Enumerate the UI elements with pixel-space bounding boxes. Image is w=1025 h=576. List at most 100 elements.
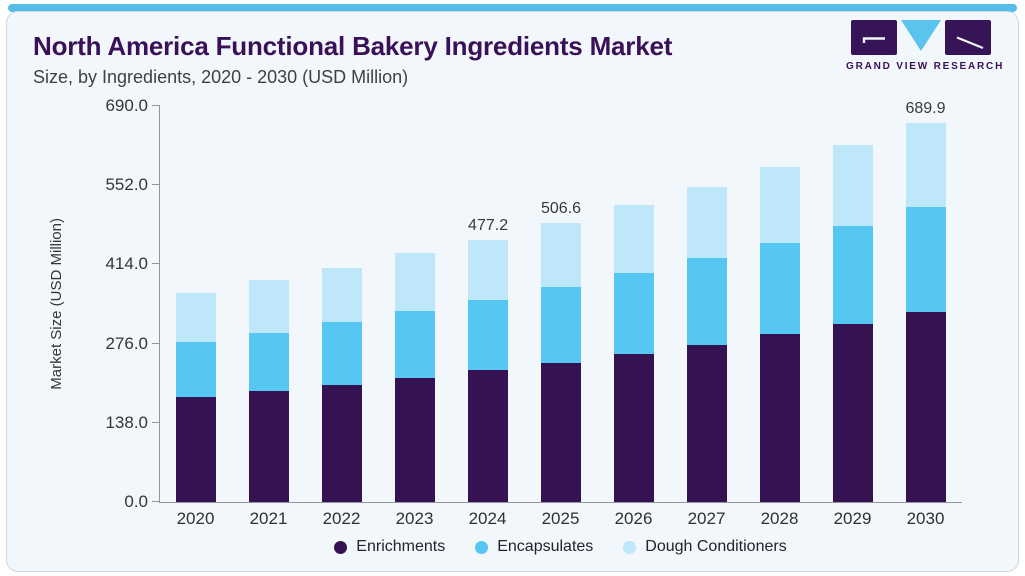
bar-total-label: 689.9 <box>905 99 946 117</box>
x-tick-label: 2023 <box>395 509 434 528</box>
bar-segment-enrichments <box>905 311 946 502</box>
top-accent-bar <box>8 4 1017 12</box>
legend-item-encapsulates: Encapsulates <box>475 538 593 556</box>
bar-segment-encapsulates <box>905 206 946 312</box>
y-axis-title-box: Market Size (USD Million) <box>48 106 65 502</box>
bar-slot-2026 <box>597 106 670 502</box>
bar-slot-2021 <box>233 106 306 502</box>
y-tick-mark <box>152 501 160 502</box>
bar-segment-encapsulates <box>249 332 290 391</box>
bar-slot-2022 <box>306 106 379 502</box>
bar-segment-enrichments <box>322 384 363 502</box>
legend-item-dough-conditioners: Dough Conditioners <box>623 538 787 556</box>
chart-legend: Enrichments Encapsulates Dough Conditioner… <box>159 538 962 556</box>
bar-segment-dough-conditioners <box>905 122 946 207</box>
y-tick-mark <box>152 263 160 265</box>
bar-segment-encapsulates <box>395 310 436 379</box>
bar-segment-enrichments <box>832 323 873 502</box>
bar-segment-enrichments <box>540 362 581 502</box>
legend-label: Encapsulates <box>497 538 594 555</box>
x-tick-label: 2025 <box>541 509 580 528</box>
y-tick-label: 552.0 <box>105 175 148 195</box>
bar-segment-encapsulates <box>613 272 654 354</box>
gvr-logo-marks <box>846 20 996 56</box>
x-tick-label: 2027 <box>687 509 726 528</box>
y-tick-label: 414.0 <box>105 254 148 274</box>
stacked-bar-2022 <box>322 267 363 502</box>
stacked-bar-2027 <box>686 187 727 502</box>
bar-segment-dough-conditioners <box>686 187 727 259</box>
x-tick-label: 2026 <box>614 509 653 528</box>
gvr-logo-text: GRAND VIEW RESEARCH <box>846 61 1005 72</box>
bar-segment-enrichments <box>613 353 654 502</box>
bar-segment-dough-conditioners <box>759 167 800 243</box>
y-axis-title: Market Size (USD Million) <box>48 218 65 390</box>
bar-segment-encapsulates <box>686 258 727 346</box>
logo-r-icon <box>945 20 991 55</box>
bar-slot-2024: 477.2 <box>452 106 525 502</box>
bar-slot-2020 <box>160 106 233 502</box>
bar-segment-enrichments <box>468 370 509 502</box>
bar-segment-dough-conditioners <box>613 204 654 273</box>
bar-segment-dough-conditioners <box>832 145 873 226</box>
bar-segment-enrichments <box>176 397 217 502</box>
logo-v-icon <box>901 20 941 51</box>
stacked-bar-2024 <box>468 239 509 502</box>
stacked-bar-2029 <box>832 145 873 502</box>
stacked-bar-2030 <box>905 122 946 502</box>
stacked-bar-2021 <box>249 279 290 502</box>
bar-segment-enrichments <box>759 334 800 502</box>
legend-item-enrichments: Enrichments <box>334 538 445 556</box>
bar-segment-encapsulates <box>176 342 217 398</box>
legend-dot-dough-conditioners <box>623 540 637 554</box>
bar-total-label: 506.6 <box>540 200 581 218</box>
bar-slot-2027 <box>670 106 743 502</box>
x-tick-label: 2022 <box>322 509 361 528</box>
stacked-bar-2023 <box>395 253 436 502</box>
stacked-bar-2026 <box>613 204 654 502</box>
bar-segment-dough-conditioners <box>176 292 217 343</box>
bar-segment-enrichments <box>686 345 727 502</box>
bar-segment-enrichments <box>249 390 290 502</box>
bar-slot-2029 <box>816 106 889 502</box>
y-tick-label: 690.0 <box>105 96 148 115</box>
x-tick-label: 2029 <box>833 509 872 528</box>
bar-slot-2030: 689.9 <box>889 100 962 502</box>
bar-segment-dough-conditioners <box>468 239 509 300</box>
bar-segment-encapsulates <box>832 225 873 324</box>
x-tick-label: 2024 <box>468 509 507 528</box>
x-tick-label: 2020 <box>176 509 215 528</box>
report-card: North America Functional Bakery Ingredie… <box>6 11 1019 572</box>
bar-segment-encapsulates <box>468 299 509 371</box>
bar-slot-2023 <box>379 106 452 502</box>
stacked-bar-chart: Market Size (USD Million) 477.2 506.6 689.… <box>48 97 962 556</box>
y-tick-label: 0.0 <box>124 492 148 511</box>
header: North America Functional Bakery Ingredie… <box>7 12 1018 104</box>
bar-segment-encapsulates <box>759 242 800 335</box>
y-tick-mark <box>152 342 160 344</box>
stacked-bar-2025 <box>540 223 581 502</box>
gvr-logo: GRAND VIEW RESEARCH <box>846 20 1005 72</box>
page-title: North America Functional Bakery Ingredie… <box>33 31 673 61</box>
x-tick-label: 2028 <box>760 509 799 528</box>
stacked-bar-2020 <box>176 292 217 502</box>
bar-slot-2028 <box>743 106 816 502</box>
bar-segment-dough-conditioners <box>322 267 363 322</box>
legend-label: Dough Conditioners <box>645 538 787 555</box>
bar-segment-dough-conditioners <box>395 253 436 311</box>
bar-segment-dough-conditioners <box>540 223 581 287</box>
x-axis-labels: 2020 2021 2022 2023 2024 2025 2026 2027 2028 2029… <box>159 509 962 529</box>
bar-slot-2025: 506.6 <box>525 106 598 502</box>
bar-segment-encapsulates <box>540 286 581 363</box>
x-tick-label: 2030 <box>906 509 945 528</box>
legend-dot-enrichments <box>334 540 348 554</box>
y-tick-mark <box>152 105 160 106</box>
bar-segment-dough-conditioners <box>249 279 290 333</box>
legend-label: Enrichments <box>356 538 446 555</box>
plot-area: Market Size (USD Million) 477.2 506.6 689.… <box>48 97 962 511</box>
page-subtitle: Size, by Ingredients, 2020 - 2030 (USD M… <box>33 66 409 87</box>
stacked-bar-2028 <box>759 167 800 502</box>
bar-segment-enrichments <box>395 378 436 502</box>
bar-total-label: 477.2 <box>468 216 509 234</box>
